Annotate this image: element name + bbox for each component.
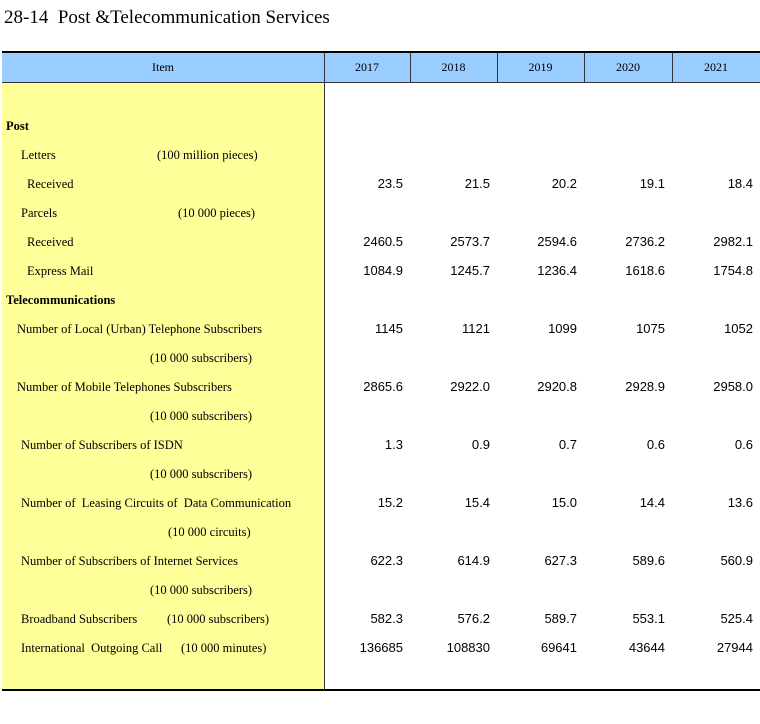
- cell-value: 1145: [375, 321, 403, 336]
- cell-value: 14.4: [639, 495, 665, 510]
- cell-value: 21.5: [464, 176, 490, 191]
- cell-value: 2958.0: [713, 379, 753, 394]
- cell-value: 2594.6: [537, 234, 577, 249]
- cell-value: 0.9: [471, 437, 490, 452]
- cell-value: 560.9: [720, 553, 753, 568]
- row-unit: (10 000 circuits): [168, 525, 251, 539]
- header-year: 2021: [704, 60, 728, 74]
- cell-value: 2865.6: [363, 379, 403, 394]
- top-rule: [2, 51, 760, 53]
- cell-value: 1099: [548, 321, 577, 336]
- row-unit: (10 000 minutes): [181, 641, 267, 655]
- cell-value: 108830: [446, 640, 490, 655]
- cell-value: 43644: [628, 640, 665, 655]
- table-title: 28-14 Post &Telecommunication Services: [4, 7, 330, 28]
- cell-value: 15.4: [464, 495, 490, 510]
- cell-value: 69641: [540, 640, 577, 655]
- cell-value: 576.2: [457, 611, 490, 626]
- item-column: [2, 83, 324, 689]
- column-rule: [324, 53, 325, 690]
- cell-value: 1075: [636, 321, 665, 336]
- row-label: International Outgoing Call: [21, 641, 163, 655]
- cell-value: 0.6: [646, 437, 665, 452]
- cell-value: 2460.5: [363, 234, 403, 249]
- header-row: [2, 53, 760, 83]
- row-label: Number of Mobile Telephones Subscribers: [17, 380, 232, 394]
- header-item: Item: [152, 60, 174, 74]
- row-unit: (10 000 subscribers): [150, 409, 253, 423]
- row-label: Received: [27, 235, 74, 249]
- cell-value: 0.6: [734, 437, 753, 452]
- cell-value: 27944: [716, 640, 753, 655]
- row-label: Number of Leasing Circuits of Data Commu…: [21, 496, 292, 510]
- cell-value: 2928.9: [625, 379, 665, 394]
- cell-value: 2736.2: [625, 234, 665, 249]
- cell-value: 2982.1: [713, 234, 753, 249]
- row-label: Number of Subscribers of Internet Servic…: [21, 554, 238, 568]
- cell-value: 589.6: [632, 553, 665, 568]
- row-label: Broadband Subscribers: [21, 612, 138, 626]
- column-divider: [584, 53, 585, 82]
- cell-value: 1084.9: [363, 263, 403, 278]
- column-divider: [672, 53, 673, 82]
- cell-value: 18.4: [727, 176, 753, 191]
- row-unit: (10 000 subscribers): [167, 612, 270, 626]
- row-label: Number of Subscribers of ISDN: [21, 438, 183, 452]
- row-unit: (100 million pieces): [157, 148, 258, 162]
- row-label: Parcels: [21, 206, 58, 220]
- row-label: Post: [6, 119, 29, 133]
- cell-value: 622.3: [370, 553, 403, 568]
- cell-value: 553.1: [632, 611, 665, 626]
- row-unit: (10 000 pieces): [178, 206, 256, 220]
- cell-value: 2573.7: [450, 234, 490, 249]
- row-label: Telecommunications: [6, 293, 116, 307]
- cell-value: 2920.8: [537, 379, 577, 394]
- cell-value: 15.0: [551, 495, 577, 510]
- cell-value: 1052: [724, 321, 753, 336]
- cell-value: 15.2: [377, 495, 403, 510]
- cell-value: 627.3: [544, 553, 577, 568]
- cell-value: 525.4: [720, 611, 753, 626]
- cell-value: 589.7: [544, 611, 577, 626]
- cell-value: 0.7: [558, 437, 577, 452]
- header-year: 2020: [616, 60, 640, 74]
- cell-value: 1245.7: [450, 263, 490, 278]
- header-year: 2018: [441, 60, 466, 74]
- cell-value: 1754.8: [713, 263, 753, 278]
- row-label: Number of Local (Urban) Telephone Subscr…: [17, 322, 262, 336]
- row-unit: (10 000 subscribers): [150, 467, 253, 481]
- cell-value: 582.3: [370, 611, 403, 626]
- cell-value: 1121: [462, 321, 490, 336]
- cell-value: 23.5: [377, 176, 403, 191]
- cell-value: 19.1: [639, 176, 665, 191]
- cell-value: 1236.4: [537, 263, 577, 278]
- row-unit: (10 000 subscribers): [150, 583, 253, 597]
- row-label: Letters: [21, 148, 56, 162]
- cell-value: 13.6: [727, 495, 753, 510]
- cell-value: 1.3: [384, 437, 403, 452]
- row-label: Express Mail: [27, 264, 94, 278]
- row-label: Received: [27, 177, 74, 191]
- header-year: 2017: [355, 60, 379, 74]
- row-unit: (10 000 subscribers): [150, 351, 253, 365]
- cell-value: 1618.6: [625, 263, 665, 278]
- cell-value: 2922.0: [450, 379, 490, 394]
- column-divider: [410, 53, 411, 82]
- cell-value: 614.9: [457, 553, 490, 568]
- cell-value: 136685: [359, 640, 403, 655]
- column-divider: [497, 53, 498, 82]
- bottom-rule: [2, 689, 760, 691]
- header-year: 2019: [528, 60, 553, 74]
- cell-value: 20.2: [551, 176, 577, 191]
